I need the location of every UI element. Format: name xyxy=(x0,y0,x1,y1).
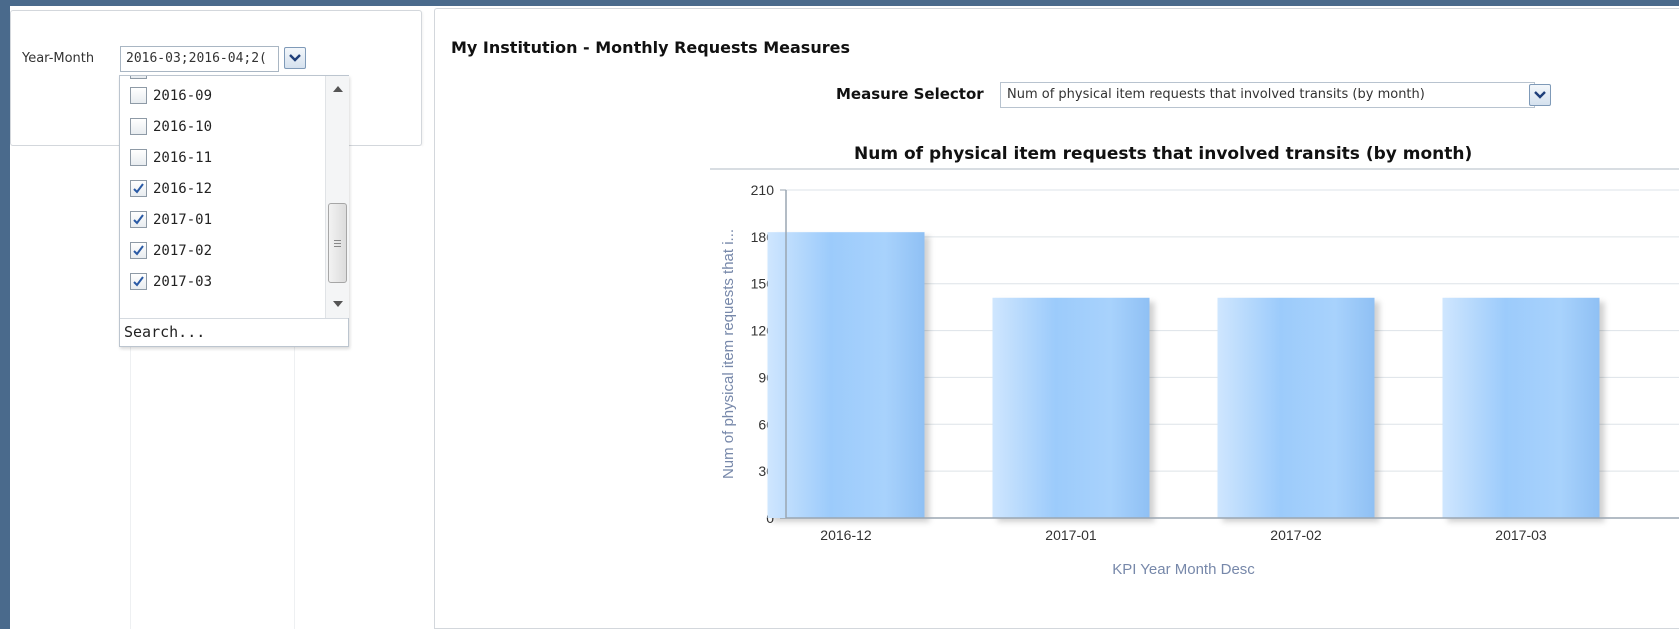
x-tick-label: 2017-01 xyxy=(1045,527,1097,543)
checkbox-checked[interactable] xyxy=(130,242,147,259)
option-label: 2016-09 xyxy=(153,87,213,104)
chart-title: Num of physical item requests that invol… xyxy=(854,144,1473,164)
grip-icon xyxy=(334,240,341,241)
option-item[interactable]: 2016-09 xyxy=(130,79,212,112)
y-axis-label: Num of physical item requests that i... xyxy=(720,229,737,479)
option-list: 2016-09 2016-10 2016-11 2016-12 2017 xyxy=(120,76,325,318)
option-label: 2016-12 xyxy=(153,180,213,197)
window-top-edge xyxy=(0,0,1679,6)
page-title: My Institution - Monthly Requests Measur… xyxy=(451,38,850,57)
bars xyxy=(767,232,1600,518)
checkbox-unchecked[interactable] xyxy=(130,87,147,104)
checkmark-icon xyxy=(133,245,144,256)
option-item[interactable]: 2017-01 xyxy=(130,203,212,236)
chevron-down-icon xyxy=(289,54,301,62)
option-label: 2016-11 xyxy=(153,149,213,166)
scrollbar-thumb[interactable] xyxy=(328,203,347,283)
year-month-dropdown-button[interactable] xyxy=(284,47,306,69)
window-left-edge xyxy=(0,0,10,629)
checkbox-checked[interactable] xyxy=(130,211,147,228)
option-item[interactable]: 2017-03 xyxy=(130,265,212,298)
option-item[interactable]: 2017-02 xyxy=(130,234,212,267)
x-tick-label: 2017-02 xyxy=(1270,527,1322,543)
checkmark-icon xyxy=(133,276,144,287)
option-item[interactable]: 2016-11 xyxy=(130,141,212,174)
option-label: 2017-01 xyxy=(153,211,213,228)
scroll-down-icon[interactable] xyxy=(333,301,343,307)
x-tick-label: 2017-03 xyxy=(1495,527,1547,543)
option-label: 2016-10 xyxy=(153,118,213,135)
bar-2017-02[interactable] xyxy=(1217,297,1375,518)
option-item[interactable]: 2016-10 xyxy=(130,110,212,143)
checkbox[interactable] xyxy=(130,76,147,79)
search-link[interactable]: Search... xyxy=(120,318,348,346)
chevron-down-icon xyxy=(1534,91,1546,99)
checkbox-checked[interactable] xyxy=(130,180,147,197)
year-month-dropdown-list: 2016-09 2016-10 2016-11 2016-12 2017 xyxy=(119,75,349,347)
x-axis-ticks: 2016-12 2017-01 2017-02 2017-03 xyxy=(820,527,1547,543)
option-label: 2017-02 xyxy=(153,242,213,259)
column-divider xyxy=(130,146,131,629)
bar-chart: 0306090120150180210 2016-122017-012017-0… xyxy=(720,182,1679,578)
option-label: 2017-03 xyxy=(153,273,213,290)
checkbox-unchecked[interactable] xyxy=(130,118,147,135)
column-divider xyxy=(294,146,295,629)
scroll-up-icon[interactable] xyxy=(333,86,343,92)
measure-selector-dropdown[interactable]: Num of physical item requests that invol… xyxy=(1000,82,1535,108)
checkmark-icon xyxy=(133,183,144,194)
list-scrollbar[interactable] xyxy=(325,76,349,318)
measure-selector-arrow-button[interactable] xyxy=(1529,84,1551,106)
bar-2016-12[interactable] xyxy=(767,232,925,518)
year-month-label: Year-Month xyxy=(22,51,95,66)
checkbox-unchecked[interactable] xyxy=(130,149,147,166)
bar-2017-03[interactable] xyxy=(1442,297,1600,518)
chart-header-rule xyxy=(710,168,1679,170)
x-tick-label: 2016-12 xyxy=(820,527,872,543)
option-item[interactable]: 2016-12 xyxy=(130,172,212,205)
option-item-partial[interactable] xyxy=(130,76,153,87)
x-axis-label: KPI Year Month Desc xyxy=(1112,561,1255,578)
checkmark-icon xyxy=(133,214,144,225)
y-tick-label: 210 xyxy=(751,182,775,198)
measure-selector-label: Measure Selector xyxy=(836,85,984,103)
bar-2017-01[interactable] xyxy=(992,297,1150,518)
checkbox-checked[interactable] xyxy=(130,273,147,290)
year-month-input[interactable]: 2016-03;2016-04;2( xyxy=(120,46,279,72)
